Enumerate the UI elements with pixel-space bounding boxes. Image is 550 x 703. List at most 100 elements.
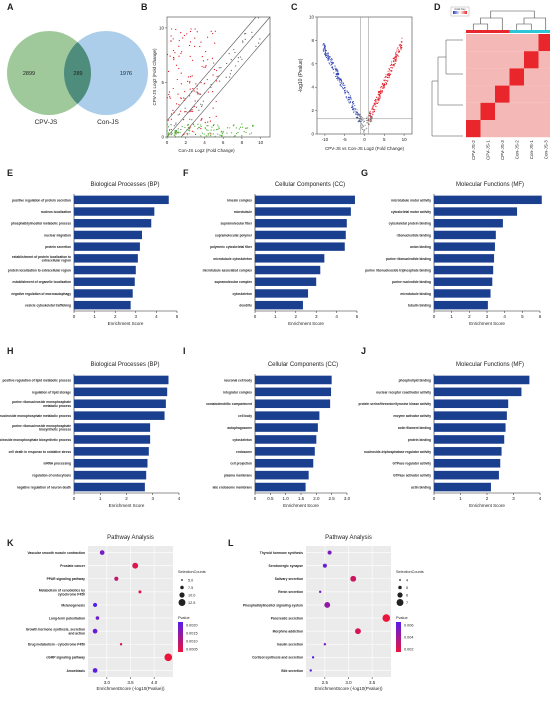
heatmap-cell-low	[495, 51, 510, 69]
point-down	[328, 59, 330, 61]
point-up	[401, 45, 403, 47]
x-tick-label: 2.5	[322, 680, 329, 685]
point-down	[335, 68, 337, 70]
point-down	[350, 98, 352, 100]
point-up	[187, 76, 190, 78]
category-label: protein binding	[408, 438, 431, 442]
point-down	[350, 106, 353, 109]
point-down	[333, 68, 335, 70]
x-tick-label: 3	[486, 314, 489, 319]
x-tick-label: 1	[274, 314, 277, 319]
category-label-cont: biosynthetic process	[39, 428, 71, 432]
heatmap-cell-low	[509, 120, 524, 138]
pathway-bubble	[327, 550, 332, 555]
point-up	[214, 30, 216, 32]
point-up	[183, 97, 185, 99]
category-label: mRNA processing	[43, 462, 71, 466]
point-down	[356, 113, 358, 115]
point-down	[354, 107, 356, 109]
point-up	[387, 73, 389, 75]
point-up	[196, 88, 198, 90]
x-axis-label: Enrichment Score	[469, 503, 505, 508]
point-up	[401, 37, 403, 39]
bar	[434, 289, 491, 298]
row-dendrogram	[431, 39, 463, 137]
point-up	[213, 68, 215, 71]
point-neutral	[192, 106, 194, 108]
panel-letter-h: H	[7, 346, 14, 356]
point-up	[215, 80, 218, 82]
point-up	[382, 87, 384, 89]
point-up	[392, 65, 394, 67]
heatmap-cell-low	[538, 120, 550, 138]
point-up	[395, 53, 397, 56]
heatmap-cell-low	[480, 68, 495, 86]
chart-title: Molecular Functions (MF)	[456, 182, 524, 188]
point-down	[344, 93, 346, 95]
point-up	[175, 28, 177, 31]
point-down	[354, 111, 356, 113]
point-down	[327, 53, 329, 55]
point-down	[239, 126, 242, 128]
point-up	[199, 45, 201, 48]
point-up	[369, 112, 371, 114]
point-up	[189, 81, 191, 83]
point-up	[395, 55, 397, 57]
point-down	[169, 129, 171, 131]
bar	[74, 254, 138, 263]
point-up	[172, 49, 175, 52]
point-down	[349, 100, 352, 102]
point-down	[337, 78, 339, 80]
color-legend-title: Pvalue	[396, 616, 408, 620]
point-down	[322, 43, 324, 45]
point-down	[342, 82, 344, 85]
panel-letter-b: B	[141, 2, 148, 12]
bar	[434, 423, 506, 432]
point-neutral	[244, 38, 246, 41]
point-down	[176, 132, 178, 134]
pathway-label: Long-term potentiation	[49, 616, 85, 620]
point-down	[348, 102, 350, 104]
x-tick-label: 2	[468, 314, 471, 319]
point-ns	[360, 122, 362, 124]
point-down	[346, 91, 348, 93]
point-down	[353, 103, 355, 105]
point-up	[397, 55, 399, 57]
point-neutral	[203, 83, 205, 85]
point-neutral	[242, 41, 244, 43]
point-down	[329, 56, 331, 58]
point-ns	[361, 117, 363, 119]
point-up	[389, 73, 391, 75]
point-ns	[368, 118, 370, 120]
point-ns	[369, 119, 371, 121]
point-up	[380, 93, 382, 95]
point-ns	[369, 115, 371, 117]
point-up	[201, 118, 203, 120]
category-label: cell death in response to oxidative stre…	[9, 450, 72, 454]
point-neutral	[199, 93, 201, 95]
pathway-bubble	[382, 614, 391, 622]
bar	[434, 265, 494, 275]
point-ns	[356, 109, 358, 111]
point-down	[352, 111, 355, 113]
bar	[74, 289, 133, 298]
y-tick-label: 4	[311, 85, 314, 90]
color-key-title: Color Key	[455, 8, 467, 11]
category-label: endosome	[236, 450, 252, 454]
point-down	[217, 124, 219, 126]
point-up	[375, 105, 377, 107]
point-up	[401, 41, 403, 43]
point-up	[212, 124, 214, 127]
pathway-label: Cortisol synthesis and secretion	[252, 656, 303, 660]
point-down	[324, 51, 326, 53]
point-ns	[370, 121, 372, 123]
point-up	[191, 109, 193, 111]
point-neutral	[202, 100, 204, 102]
category-label: negative regulation of macroautophagy	[11, 292, 71, 296]
point-up	[189, 44, 191, 47]
column-dendrogram-root	[490, 10, 535, 18]
point-ns	[363, 132, 365, 134]
size-legend-dot	[397, 592, 403, 598]
point-up	[207, 91, 209, 93]
point-up	[175, 103, 178, 105]
